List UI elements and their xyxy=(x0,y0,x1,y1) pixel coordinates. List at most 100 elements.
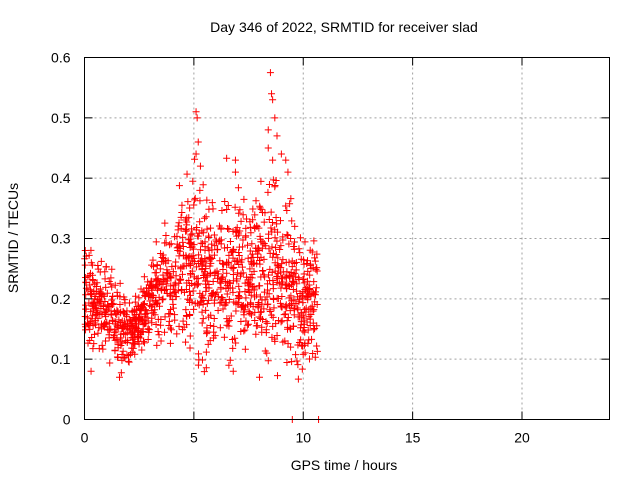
data-point xyxy=(292,258,300,266)
data-point xyxy=(249,216,257,224)
data-point xyxy=(225,225,233,233)
data-point xyxy=(105,326,113,334)
data-point xyxy=(267,224,275,232)
data-point xyxy=(174,222,182,230)
data-point xyxy=(287,195,295,203)
data-point xyxy=(190,196,198,204)
data-point xyxy=(242,317,250,325)
data-point xyxy=(117,309,125,317)
data-point xyxy=(86,272,94,280)
data-point xyxy=(298,342,306,350)
data-point xyxy=(162,259,170,267)
data-point xyxy=(294,306,302,314)
data-point xyxy=(277,150,285,158)
data-point xyxy=(158,286,166,294)
data-point xyxy=(236,206,244,214)
data-point xyxy=(193,281,201,289)
data-point xyxy=(236,288,244,296)
data-point xyxy=(230,245,238,253)
data-point xyxy=(297,336,305,344)
data-point xyxy=(106,359,114,367)
data-point xyxy=(266,69,274,77)
data-point xyxy=(197,239,205,247)
data-point xyxy=(289,271,297,279)
data-point xyxy=(110,332,118,340)
data-point xyxy=(141,310,149,318)
data-point xyxy=(208,240,216,248)
data-point xyxy=(234,300,242,308)
data-point xyxy=(273,331,281,339)
data-point xyxy=(287,343,295,351)
data-point xyxy=(189,177,197,185)
data-point xyxy=(186,239,194,247)
y-tick-label: 0 xyxy=(63,412,71,428)
data-point xyxy=(93,310,101,318)
data-point xyxy=(234,184,242,192)
data-point xyxy=(202,287,210,295)
data-point xyxy=(299,294,307,302)
data-point xyxy=(283,207,291,215)
data-point xyxy=(269,322,277,330)
data-point xyxy=(198,266,206,274)
data-point xyxy=(260,218,268,226)
data-point xyxy=(297,255,305,263)
y-tick-label: 0.5 xyxy=(51,110,71,126)
data-point xyxy=(264,300,272,308)
data-point xyxy=(101,308,109,316)
data-point xyxy=(270,304,278,312)
data-point xyxy=(116,373,123,381)
data-point xyxy=(189,252,197,260)
data-point xyxy=(212,236,220,244)
data-point xyxy=(169,285,177,293)
data-point xyxy=(214,270,222,278)
data-point xyxy=(296,313,304,321)
data-point xyxy=(301,328,309,336)
data-point xyxy=(198,319,206,327)
data-point xyxy=(200,214,208,222)
data-point xyxy=(179,317,187,325)
data-point xyxy=(241,326,249,334)
data-point xyxy=(203,196,211,204)
data-point xyxy=(113,353,121,361)
data-point xyxy=(196,218,204,226)
data-point xyxy=(186,291,194,299)
data-point xyxy=(130,339,138,347)
data-point xyxy=(162,231,170,239)
data-point xyxy=(149,282,157,290)
data-point xyxy=(122,337,130,345)
data-point xyxy=(248,250,256,258)
data-point xyxy=(189,287,197,295)
data-point xyxy=(167,282,175,290)
data-point xyxy=(205,232,213,240)
data-point xyxy=(239,211,247,219)
data-point xyxy=(173,232,181,240)
data-point xyxy=(111,281,119,289)
data-point xyxy=(111,347,119,355)
data-point xyxy=(258,300,266,308)
data-point xyxy=(232,339,240,347)
data-point xyxy=(178,201,186,209)
data-point xyxy=(266,307,274,315)
data-point xyxy=(193,224,201,232)
data-point xyxy=(177,276,185,284)
data-point xyxy=(143,289,151,297)
data-point xyxy=(240,311,248,319)
data-point xyxy=(275,316,283,324)
data-point xyxy=(284,314,292,322)
data-point xyxy=(244,241,252,249)
data-point xyxy=(293,357,301,365)
data-point xyxy=(288,281,296,289)
data-point xyxy=(252,322,260,330)
data-point xyxy=(215,222,223,230)
data-point xyxy=(218,207,226,215)
axis-ticks: 0 0.1 0.2 0.3 0.4 0.5 0.6 0 5 10 15 20 xyxy=(51,50,610,446)
data-point xyxy=(177,287,185,295)
data-point xyxy=(225,322,233,330)
data-point xyxy=(98,341,106,349)
data-point xyxy=(258,238,266,246)
data-point xyxy=(197,246,205,254)
data-point xyxy=(196,186,204,194)
data-point xyxy=(239,243,247,251)
data-point xyxy=(225,251,233,259)
data-point xyxy=(250,259,258,267)
